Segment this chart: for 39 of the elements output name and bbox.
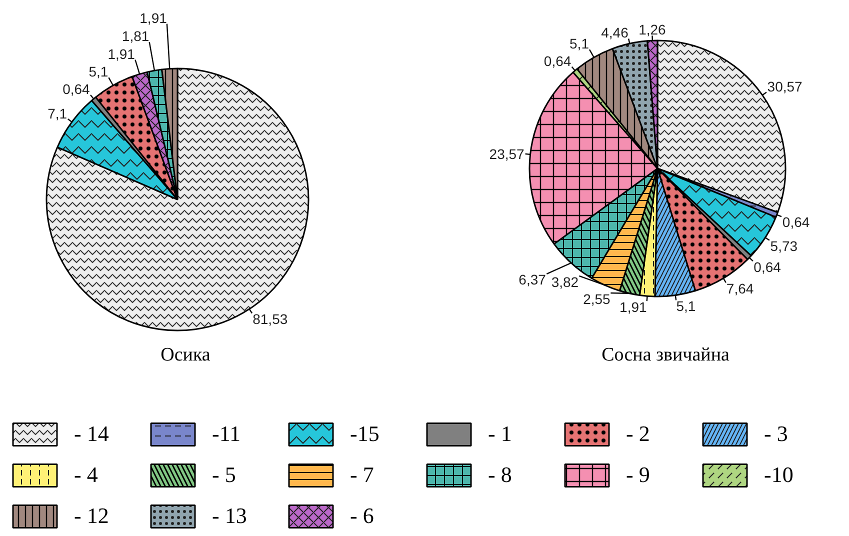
legend-label: - 6	[350, 502, 375, 530]
data-label: 5,73	[770, 238, 798, 254]
legend-label: - 12	[74, 502, 110, 530]
data-label: 5,1	[570, 36, 590, 52]
data-label: 3,82	[551, 274, 579, 290]
data-label: 81,53	[252, 311, 288, 328]
data-label: 5,1	[676, 298, 696, 314]
data-label: 4,46	[601, 24, 629, 41]
data-label: 7,64	[726, 280, 754, 296]
legend-label: - 9	[626, 461, 651, 489]
legend-label: - 3	[764, 420, 789, 448]
data-label: 0,64	[62, 81, 90, 98]
data-label: 0,64	[544, 53, 572, 70]
data-label: 1,91	[108, 46, 136, 62]
data-label: 0,64	[754, 258, 782, 275]
data-label: 1,91	[620, 299, 647, 316]
data-label: 7,1	[48, 105, 68, 122]
legend-label: - 4	[74, 461, 99, 489]
data-label: 2,55	[583, 290, 611, 307]
data-label: 30,57	[767, 78, 803, 95]
legend-label: - 1	[488, 420, 513, 448]
data-label: 6,37	[518, 272, 546, 288]
legend-label: - 14	[74, 420, 110, 448]
legend-label: - 8	[488, 461, 513, 489]
text: Сосна звичайна	[602, 344, 730, 366]
legend-label: -11	[212, 420, 242, 448]
legend-label: -15	[350, 420, 380, 448]
data-label: 1,91	[140, 10, 168, 26]
legend-label: -10	[764, 461, 794, 489]
data-label: 0,64	[782, 214, 810, 230]
data-label: 1,81	[122, 28, 150, 44]
legend-label: - 5	[212, 461, 237, 489]
text: Осика	[160, 344, 211, 366]
data-label: 1,26	[638, 22, 666, 38]
data-label: 5,1	[88, 64, 108, 80]
legend-label: - 13	[212, 502, 248, 530]
legend-label: - 2	[626, 420, 651, 448]
data-label: 23,57	[489, 146, 525, 162]
legend-label: - 7	[350, 461, 375, 489]
